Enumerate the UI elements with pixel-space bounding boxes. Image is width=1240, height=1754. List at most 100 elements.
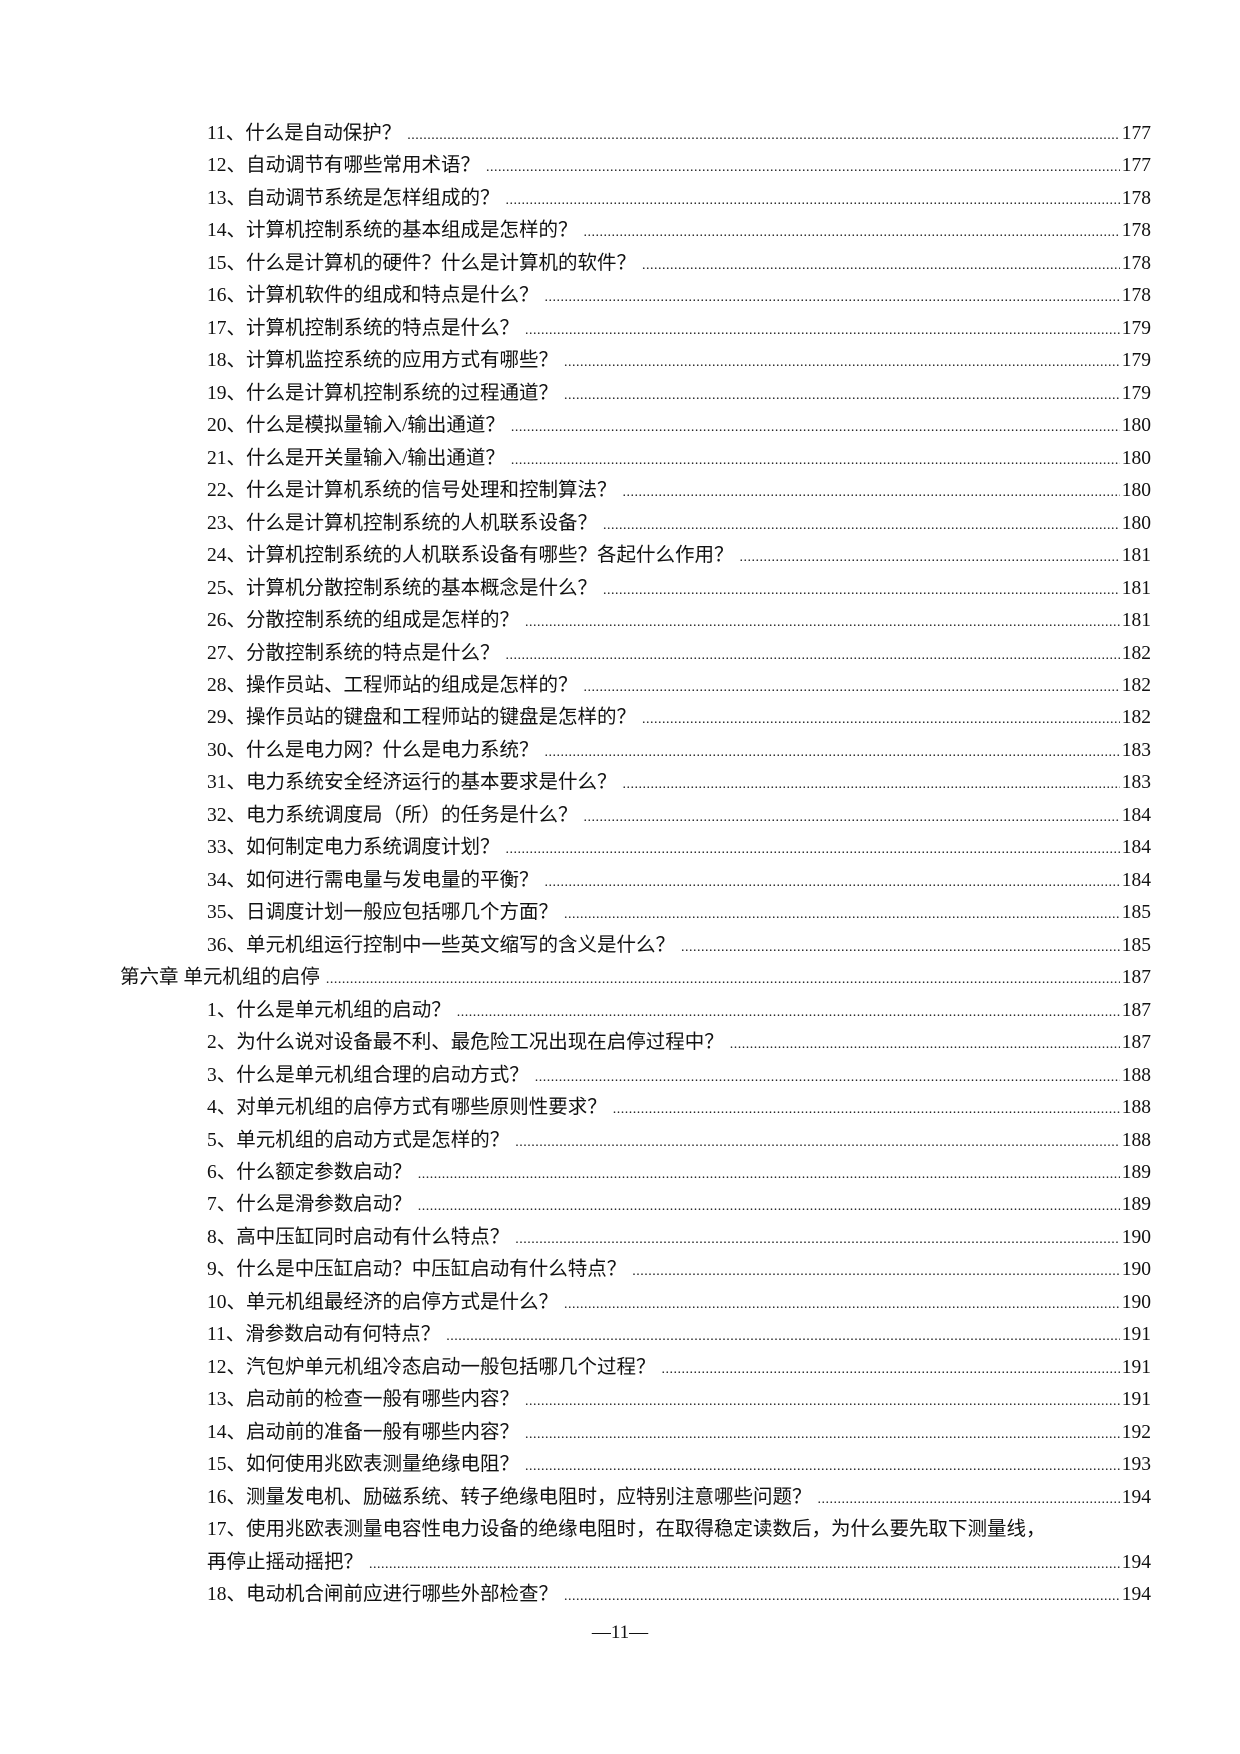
dot-leader	[564, 1289, 1120, 1321]
toc-item[interactable]: 29、操作员站的键盘和工程师站的键盘是怎样的？ 182	[207, 702, 1151, 734]
entry-page-number: 191	[1121, 1324, 1151, 1346]
toc-item[interactable]: 21、什么是开关量输入/输出通道？ 180	[207, 443, 1151, 475]
toc-item[interactable]: 14、启动前的准备一般有哪些内容？ 192	[207, 1417, 1151, 1449]
entry-page-number: 185	[1121, 902, 1151, 924]
entry-title: 25、计算机分散控制系统的基本概念是什么？	[207, 577, 598, 599]
toc-item[interactable]: 10、单元机组最经济的启停方式是什么？ 190	[207, 1287, 1151, 1319]
entry-page-number: 187	[1121, 999, 1151, 1021]
toc-item[interactable]: 13、自动调节系统是怎样组成的？ 178	[207, 183, 1151, 215]
toc-item[interactable]: 20、什么是模拟量输入/输出通道？ 180	[207, 410, 1151, 442]
entry-page-number: 187	[1121, 1032, 1151, 1054]
toc-item[interactable]: 16、计算机软件的组成和特点是什么？ 178	[207, 280, 1151, 312]
toc-item[interactable]: 12、自动调节有哪些常用术语？ 177	[207, 150, 1151, 182]
entry-title: 10、单元机组最经济的启停方式是什么？	[207, 1291, 559, 1313]
dot-leader	[545, 867, 1120, 899]
toc-item[interactable]: 17、使用兆欧表测量电容性电力设备的绝缘电阻时，在取得稳定读数后，为什么要先取下…	[207, 1514, 1151, 1546]
toc-item[interactable]: 12、汽包炉单元机组冷态启动一般包括哪几个过程？ 191	[207, 1352, 1151, 1384]
dot-leader	[564, 347, 1120, 379]
entry-page-number: 182	[1121, 707, 1151, 729]
entry-page-number: 193	[1121, 1454, 1151, 1476]
entry-page-number: 185	[1121, 934, 1151, 956]
toc-item[interactable]: 23、什么是计算机控制系统的人机联系设备？ 180	[207, 508, 1151, 540]
toc-item[interactable]: 14、计算机控制系统的基本组成是怎样的？ 178	[207, 215, 1151, 247]
dot-leader	[632, 1256, 1119, 1288]
entry-title: 36、单元机组运行控制中一些英文缩写的含义是什么？	[207, 934, 676, 956]
toc-item[interactable]: 18、电动机合闸前应进行哪些外部检查？ 194	[207, 1579, 1151, 1611]
entry-title: 2、为什么说对设备最不利、最危险工况出现在启停过程中？	[207, 1032, 724, 1054]
toc-item[interactable]: 25、计算机分散控制系统的基本概念是什么？ 181	[207, 573, 1151, 605]
toc-item[interactable]: 19、什么是计算机控制系统的过程通道？ 179	[207, 378, 1151, 410]
entry-title: 11、滑参数启动有何特点？	[207, 1324, 441, 1346]
entry-page-number: 188	[1121, 1129, 1151, 1151]
dot-leader	[818, 1484, 1120, 1516]
entry-title: 24、计算机控制系统的人机联系设备有哪些？各起什么作用？	[207, 545, 734, 567]
toc-item[interactable]: 33、如何制定电力系统调度计划？ 184	[207, 832, 1151, 864]
dot-leader	[369, 1549, 1120, 1581]
toc-item[interactable]: 8、高中压缸同时启动有什么特点？ 190	[207, 1222, 1151, 1254]
entry-title: 28、操作员站、工程师站的组成是怎样的？	[207, 674, 578, 696]
entry-page-number: 189	[1121, 1194, 1151, 1216]
toc-item[interactable]: 27、分散控制系统的特点是什么？ 182	[207, 638, 1151, 670]
entry-title: 18、电动机合闸前应进行哪些外部检查？	[207, 1584, 559, 1606]
toc-item[interactable]: 16、测量发电机、励磁系统、转子绝缘电阻时，应特别注意哪些问题？ 194	[207, 1482, 1151, 1514]
dot-leader	[642, 250, 1120, 282]
toc-item[interactable]: 5、单元机组的启动方式是怎样的？ 188	[207, 1125, 1151, 1157]
toc-item[interactable]: 1、什么是单元机组的启动？ 187	[207, 995, 1151, 1027]
entry-title: 31、电力系统安全经济运行的基本要求是什么？	[207, 772, 617, 794]
toc-item-continuation[interactable]: 再停止摇动摇把？ 194	[207, 1547, 1151, 1579]
dot-leader	[545, 737, 1120, 769]
toc-item[interactable]: 3、什么是单元机组合理的启动方式？ 188	[207, 1060, 1151, 1092]
toc-item[interactable]: 11、滑参数启动有何特点？ 191	[207, 1319, 1151, 1351]
entry-title: 第六章 单元机组的启停	[120, 967, 320, 989]
toc-item[interactable]: 32、电力系统调度局（所）的任务是什么？ 184	[207, 800, 1151, 832]
entry-title: 17、计算机控制系统的特点是什么？	[207, 317, 520, 339]
entry-page-number: 180	[1121, 480, 1151, 502]
entry-page-number: 180	[1121, 415, 1151, 437]
entry-page-number: 194	[1121, 1486, 1151, 1508]
dot-leader	[506, 834, 1120, 866]
dot-leader	[525, 607, 1120, 639]
dot-leader	[545, 282, 1120, 314]
toc-item[interactable]: 31、电力系统安全经济运行的基本要求是什么？ 183	[207, 767, 1151, 799]
toc-item[interactable]: 17、计算机控制系统的特点是什么？ 179	[207, 313, 1151, 345]
toc-item[interactable]: 6、什么额定参数启动？ 189	[207, 1157, 1151, 1189]
entry-title: 22、什么是计算机系统的信号处理和控制算法？	[207, 480, 617, 502]
entry-title: 9、什么是中压缸启动？中压缸启动有什么特点？	[207, 1259, 627, 1281]
entry-page-number: 191	[1121, 1389, 1151, 1411]
entry-title: 7、什么是滑参数启动？	[207, 1194, 412, 1216]
entry-page-number: 181	[1121, 610, 1151, 632]
dot-leader	[603, 575, 1120, 607]
toc-item[interactable]: 36、单元机组运行控制中一些英文缩写的含义是什么？ 185	[207, 930, 1151, 962]
entry-page-number: 181	[1121, 577, 1151, 599]
toc-chapter[interactable]: 第六章 单元机组的启停 187	[120, 962, 1151, 994]
dot-leader	[515, 1127, 1119, 1159]
toc-item[interactable]: 11、什么是自动保护？ 177	[207, 118, 1151, 150]
toc-item[interactable]: 2、为什么说对设备最不利、最危险工况出现在启停过程中？ 187	[207, 1027, 1151, 1059]
dot-leader	[457, 997, 1120, 1029]
toc-item[interactable]: 15、如何使用兆欧表测量绝缘电阻？ 193	[207, 1449, 1151, 1481]
toc-item[interactable]: 22、什么是计算机系统的信号处理和控制算法？ 180	[207, 475, 1151, 507]
dot-leader	[486, 152, 1120, 184]
toc-item[interactable]: 18、计算机监控系统的应用方式有哪些？ 179	[207, 345, 1151, 377]
toc-item[interactable]: 35、日调度计划一般应包括哪几个方面？ 185	[207, 897, 1151, 929]
toc-item[interactable]: 26、分散控制系统的组成是怎样的？ 181	[207, 605, 1151, 637]
entry-page-number: 189	[1121, 1162, 1151, 1183]
toc-item[interactable]: 7、什么是滑参数启动？ 189	[207, 1189, 1151, 1221]
entry-title: 20、什么是模拟量输入/输出通道？	[207, 415, 505, 437]
entry-page-number: 180	[1121, 447, 1151, 469]
entry-title: 18、计算机监控系统的应用方式有哪些？	[207, 350, 559, 372]
toc-item[interactable]: 30、什么是电力网？什么是电力系统？ 183	[207, 735, 1151, 767]
toc-item[interactable]: 34、如何进行需电量与发电量的平衡？ 184	[207, 865, 1151, 897]
entry-page-number: 178	[1121, 187, 1151, 209]
dot-leader	[662, 1354, 1120, 1386]
entry-title: 16、测量发电机、励磁系统、转子绝缘电阻时，应特别注意哪些问题？	[207, 1486, 812, 1508]
toc-item[interactable]: 24、计算机控制系统的人机联系设备有哪些？各起什么作用？ 181	[207, 540, 1151, 572]
toc-item[interactable]: 9、什么是中压缸启动？中压缸启动有什么特点？ 190	[207, 1254, 1151, 1286]
entry-title: 23、什么是计算机控制系统的人机联系设备？	[207, 512, 598, 534]
toc-item[interactable]: 13、启动前的检查一般有哪些内容？ 191	[207, 1384, 1151, 1416]
toc-item[interactable]: 4、对单元机组的启停方式有哪些原则性要求？ 188	[207, 1092, 1151, 1124]
toc-item[interactable]: 15、什么是计算机的硬件？什么是计算机的软件？ 178	[207, 248, 1151, 280]
dot-leader	[511, 412, 1120, 444]
page-number: —11—	[591, 1622, 649, 1643]
toc-item[interactable]: 28、操作员站、工程师站的组成是怎样的？ 182	[207, 670, 1151, 702]
